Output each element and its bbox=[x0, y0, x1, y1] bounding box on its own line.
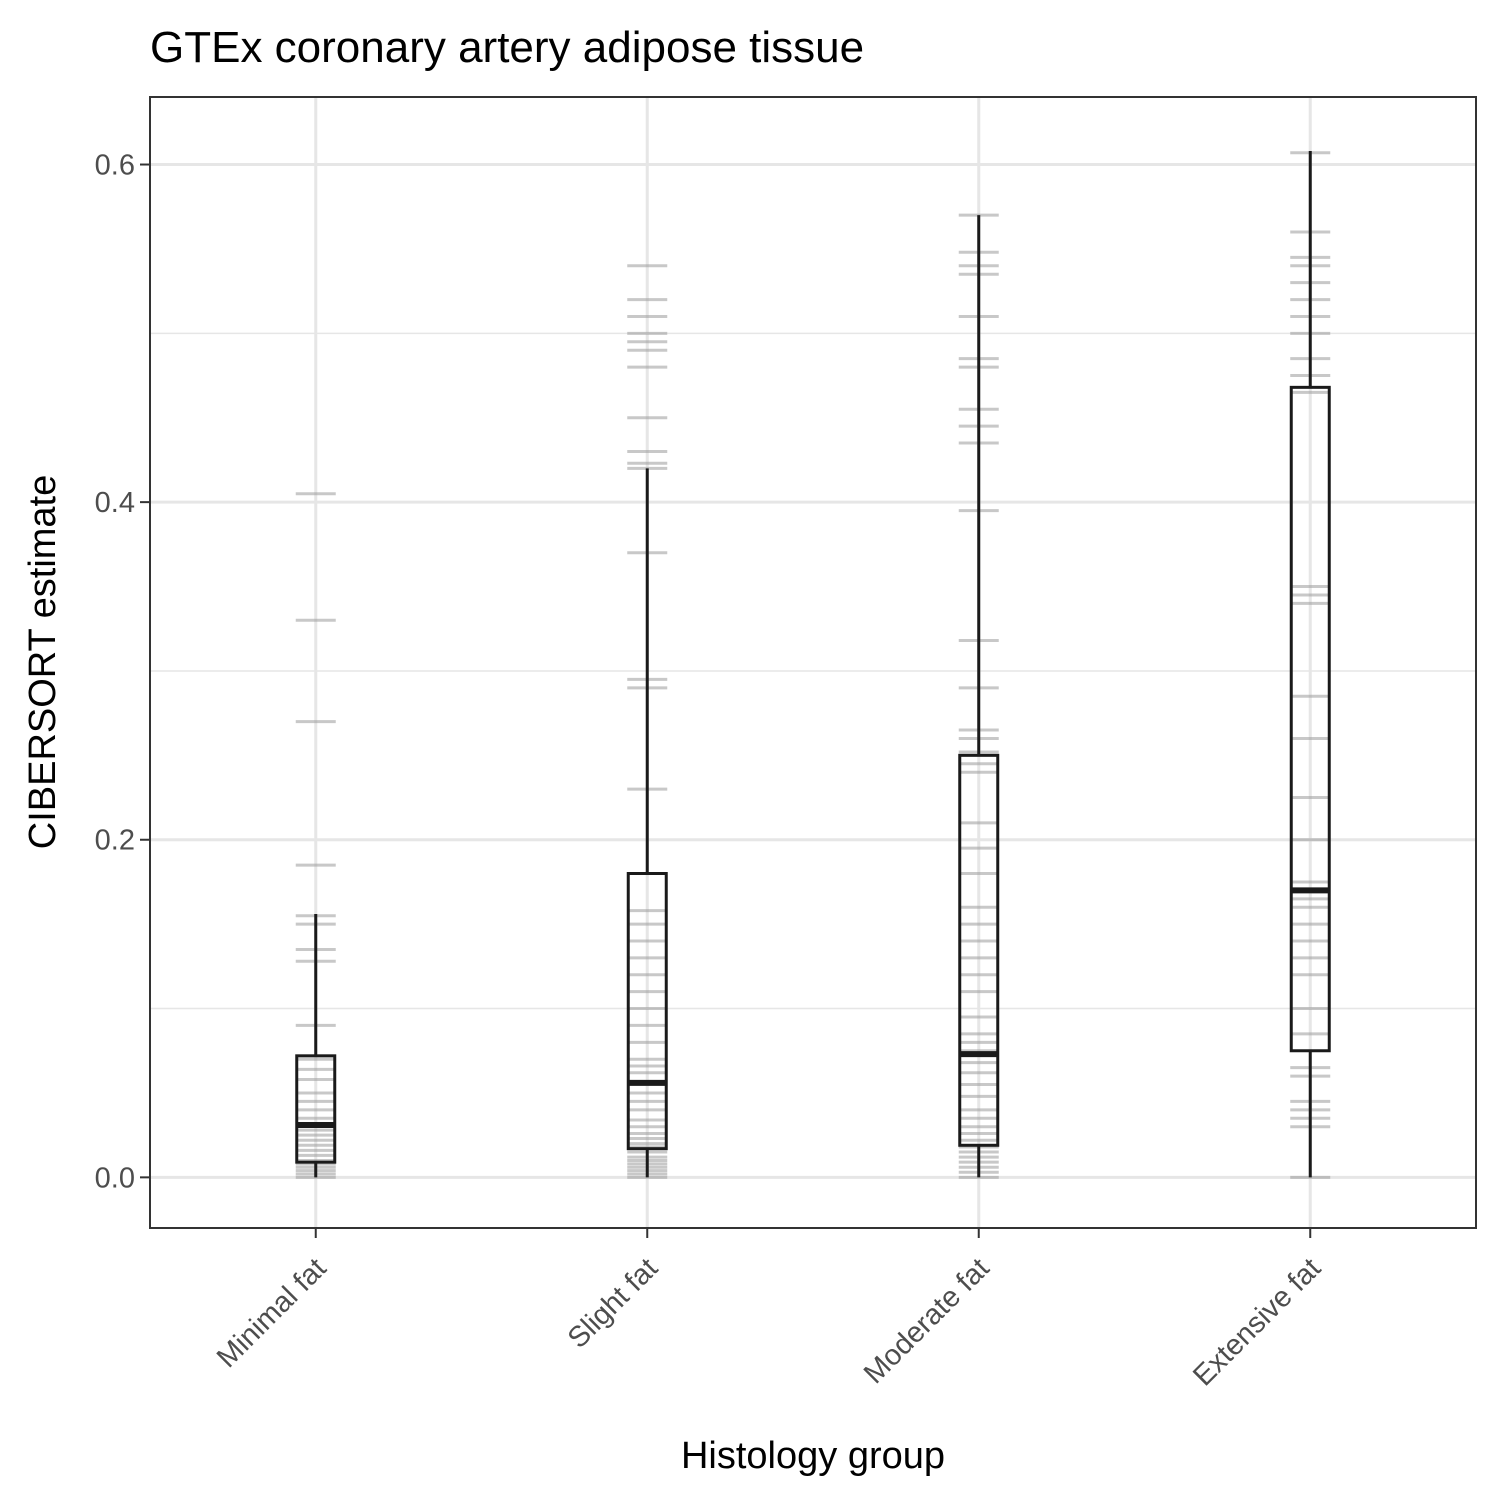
x-tick-label: Extensive fat bbox=[1187, 1252, 1327, 1392]
y-tick-label: 0.4 bbox=[95, 487, 135, 519]
x-tick-label: Moderate fat bbox=[858, 1252, 996, 1390]
y-axis-ticks: 0.0 0.2 0.4 0.6 bbox=[95, 150, 150, 1194]
box-minimal-fat bbox=[295, 914, 337, 1178]
jitter-points bbox=[295, 151, 1331, 1179]
x-tick-label: Slight fat bbox=[562, 1252, 664, 1354]
box-iqr bbox=[295, 1054, 337, 1164]
x-axis-title: Histology group bbox=[681, 1435, 945, 1477]
y-tick-label: 0.2 bbox=[95, 825, 135, 857]
x-tick-label: Minimal fat bbox=[211, 1252, 333, 1374]
y-tick-label: 0.6 bbox=[95, 150, 135, 182]
box-iqr bbox=[626, 872, 668, 1151]
x-axis-ticks: Minimal fat Slight fat Moderate fat Extensi… bbox=[211, 1228, 1327, 1392]
y-axis-title: CIBERSORT estimate bbox=[22, 475, 64, 850]
plot-panel-border bbox=[149, 96, 1477, 1229]
y-tick-label: 0.0 bbox=[95, 1162, 135, 1194]
box-iqr bbox=[958, 753, 1000, 1147]
box-slight-fat bbox=[626, 468, 668, 1178]
box-iqr bbox=[1289, 385, 1331, 1053]
box-moderate-fat bbox=[958, 215, 1000, 1178]
chart-title: GTEx coronary artery adipose tissue bbox=[150, 23, 864, 72]
gridlines bbox=[150, 97, 1476, 1228]
box-extensive-fat bbox=[1289, 151, 1331, 1178]
boxes bbox=[295, 151, 1331, 1178]
